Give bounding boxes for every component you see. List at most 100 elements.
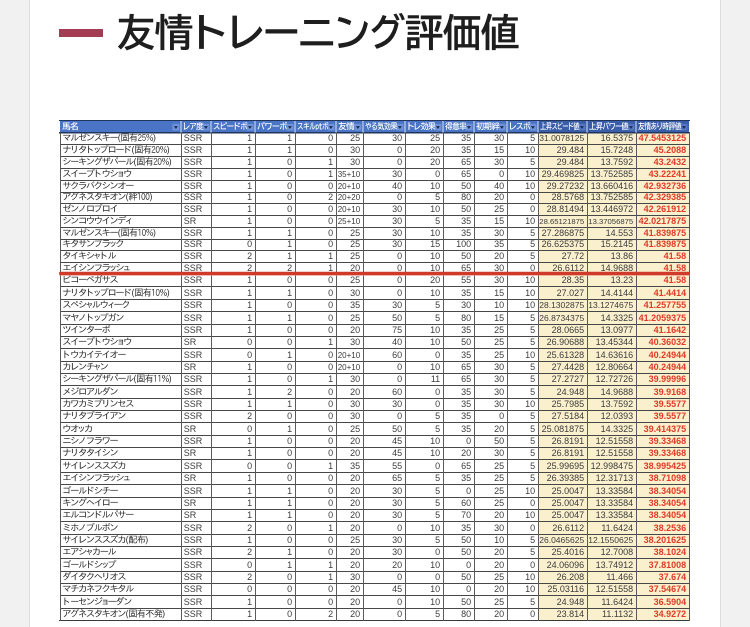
svg-text:10: 10: [525, 572, 535, 582]
svg-text:35: 35: [461, 387, 471, 397]
svg-text:0: 0: [328, 300, 333, 310]
svg-text:0: 0: [328, 204, 333, 214]
svg-text:30: 30: [350, 145, 360, 155]
svg-text:5: 5: [435, 473, 440, 483]
svg-text:SSR: SSR: [184, 399, 203, 409]
svg-text:42.261912: 42.261912: [644, 204, 687, 214]
svg-text:39.99996: 39.99996: [649, 374, 687, 384]
svg-text:1: 1: [287, 498, 292, 508]
svg-text:20: 20: [350, 510, 360, 520]
svg-text:27.5184: 27.5184: [552, 411, 585, 421]
svg-text:25: 25: [494, 350, 504, 360]
svg-text:1: 1: [287, 560, 292, 570]
svg-text:65: 65: [461, 362, 471, 372]
svg-text:15: 15: [430, 239, 440, 249]
svg-text:0: 0: [397, 362, 402, 372]
svg-text:20: 20: [430, 157, 440, 167]
svg-text:35: 35: [461, 133, 471, 143]
svg-text:1: 1: [328, 263, 333, 273]
svg-text:30: 30: [494, 263, 504, 273]
svg-text:5: 5: [530, 436, 535, 446]
svg-text:1: 1: [287, 486, 292, 496]
svg-text:24.948: 24.948: [557, 597, 585, 607]
svg-text:30: 30: [494, 362, 504, 372]
svg-text:35: 35: [461, 399, 471, 409]
svg-text:0: 0: [328, 288, 333, 298]
svg-text:10: 10: [525, 486, 535, 496]
svg-text:13.7592: 13.7592: [601, 157, 634, 167]
svg-text:11.1132: 11.1132: [602, 609, 633, 619]
svg-text:38.995425: 38.995425: [644, 461, 687, 471]
svg-text:1: 1: [287, 251, 292, 261]
svg-text:1: 1: [247, 362, 252, 372]
svg-text:20: 20: [350, 387, 360, 397]
svg-text:30: 30: [350, 157, 360, 167]
svg-text:10: 10: [525, 181, 535, 191]
svg-text:13.0977: 13.0977: [601, 325, 634, 335]
svg-text:20: 20: [494, 584, 504, 594]
svg-text:1: 1: [328, 374, 333, 384]
svg-text:0: 0: [328, 597, 333, 607]
svg-text:24.948: 24.948: [557, 387, 585, 397]
svg-text:0: 0: [328, 498, 333, 508]
svg-text:80: 80: [461, 192, 471, 202]
svg-text:45: 45: [392, 584, 402, 594]
svg-text:15: 15: [494, 288, 504, 298]
svg-text:5: 5: [435, 609, 440, 619]
svg-text:1: 1: [247, 498, 252, 508]
svg-text:10: 10: [430, 251, 440, 261]
svg-text:38.1024: 38.1024: [654, 547, 687, 557]
svg-text:0: 0: [530, 263, 535, 273]
svg-text:40: 40: [392, 337, 402, 347]
svg-text:35: 35: [461, 411, 471, 421]
svg-text:30: 30: [392, 535, 402, 545]
svg-text:SSR: SSR: [184, 145, 203, 155]
svg-text:25.0047: 25.0047: [552, 498, 585, 508]
svg-text:0: 0: [328, 448, 333, 458]
svg-text:39.33468: 39.33468: [649, 436, 687, 446]
svg-text:1: 1: [247, 181, 252, 191]
svg-text:5: 5: [530, 362, 535, 372]
svg-text:30: 30: [350, 411, 360, 421]
svg-text:SSR: SSR: [184, 228, 203, 238]
svg-text:10: 10: [525, 399, 535, 409]
svg-text:29.484: 29.484: [557, 157, 585, 167]
svg-text:0: 0: [287, 411, 292, 421]
svg-text:25: 25: [350, 239, 360, 249]
svg-text:60: 60: [392, 387, 402, 397]
svg-text:13.660416: 13.660416: [591, 181, 634, 191]
svg-text:11: 11: [431, 374, 440, 384]
svg-text:24.06096: 24.06096: [547, 560, 585, 570]
svg-text:1: 1: [247, 288, 252, 298]
svg-text:12.72726: 12.72726: [596, 374, 634, 384]
svg-text:20: 20: [461, 448, 471, 458]
svg-text:45: 45: [392, 436, 402, 446]
svg-text:26.6112: 26.6112: [552, 523, 584, 533]
svg-text:50: 50: [392, 313, 402, 323]
svg-text:0: 0: [287, 275, 292, 285]
svg-text:27.286875: 27.286875: [542, 228, 585, 238]
svg-text:0: 0: [287, 362, 292, 372]
svg-text:2: 2: [287, 387, 292, 397]
svg-text:SR: SR: [184, 424, 197, 434]
svg-text:20: 20: [494, 560, 504, 570]
svg-text:0: 0: [530, 560, 535, 570]
svg-text:5: 5: [530, 448, 535, 458]
svg-text:30: 30: [494, 399, 504, 409]
svg-text:0: 0: [328, 424, 333, 434]
svg-text:30: 30: [392, 547, 402, 557]
svg-text:16.5375: 16.5375: [601, 133, 634, 143]
svg-text:0: 0: [287, 216, 292, 226]
svg-text:70: 70: [461, 510, 471, 520]
svg-text:13.752585: 13.752585: [591, 169, 634, 179]
svg-text:25: 25: [494, 461, 504, 471]
svg-text:0: 0: [247, 239, 252, 249]
svg-text:0: 0: [328, 275, 333, 285]
svg-text:30: 30: [392, 510, 402, 520]
svg-text:0: 0: [287, 584, 292, 594]
svg-text:SSR: SSR: [184, 263, 203, 273]
svg-text:27.027: 27.027: [557, 288, 585, 298]
svg-text:1: 1: [247, 387, 252, 397]
svg-text:0: 0: [530, 204, 535, 214]
svg-text:26.39385: 26.39385: [547, 473, 585, 483]
